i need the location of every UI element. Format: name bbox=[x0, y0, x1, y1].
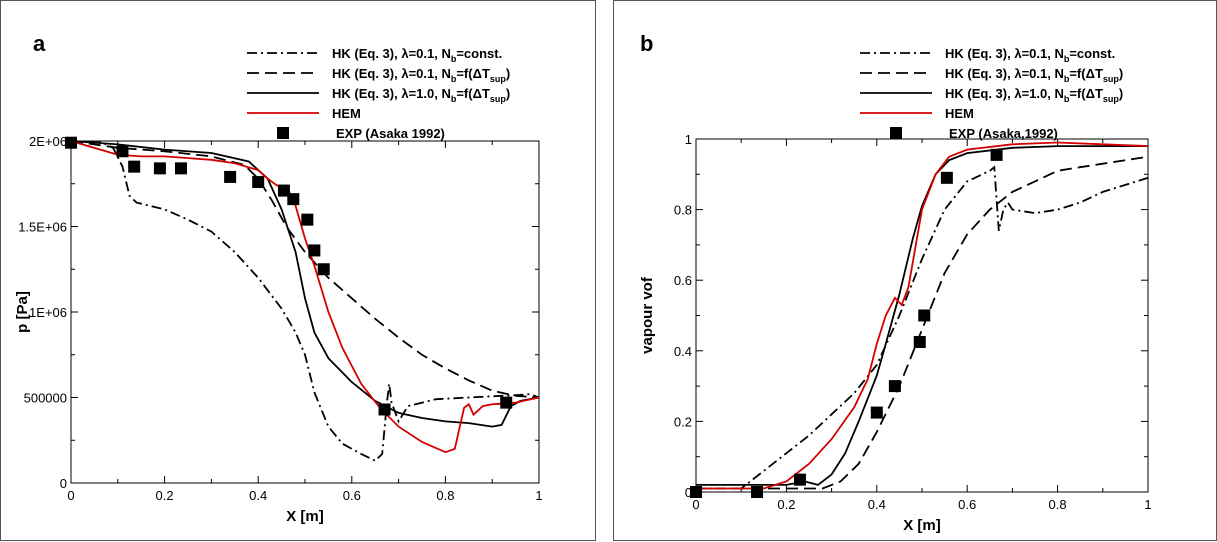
y-tick-label: 1.5E+06 bbox=[18, 220, 67, 235]
x-tick-label: 0.2 bbox=[777, 497, 795, 512]
exp-data-point bbox=[870, 406, 883, 419]
exp-data-point bbox=[888, 380, 901, 393]
x-tick-label: 0.4 bbox=[868, 497, 886, 512]
legend-label: HK (Eq. 3), λ=1.0, Nb=f(ΔTsup) bbox=[332, 86, 510, 104]
chart-a-svg: a 0 0.2 0.4 0.6 0.8 1 0 500000 1E+06 1.5E+06 2E+06 X… bbox=[14, 31, 543, 525]
y-axis-title: p [Pa] bbox=[14, 291, 31, 333]
x-tick-label: 0.4 bbox=[249, 488, 267, 503]
y-tick-label: 0 bbox=[685, 485, 692, 500]
exp-data-point bbox=[990, 148, 1003, 161]
exp-data-point bbox=[500, 396, 513, 409]
x-tick-label: 0.8 bbox=[1049, 497, 1067, 512]
exp-data-point bbox=[277, 184, 290, 197]
legend-label: HEM bbox=[945, 106, 974, 121]
y-tick-label: 1 bbox=[685, 132, 692, 147]
y-tick-label: 2E+06 bbox=[29, 134, 67, 149]
exp-data-point bbox=[793, 473, 806, 486]
series-line-2 bbox=[71, 141, 539, 399]
legend-label: HK (Eq. 3), λ=0.1, Nb=const. bbox=[332, 46, 502, 64]
y-tick-label: 0.2 bbox=[674, 414, 692, 429]
plot-frame bbox=[70, 140, 540, 484]
exp-data-point bbox=[913, 335, 926, 348]
chart-panel-a: a 0 0.2 0.4 0.6 0.8 1 0 500000 1E+06 1.5E+06 2E+06 X… bbox=[0, 0, 596, 541]
series-line-3 bbox=[71, 141, 539, 428]
legend-label: HK (Eq. 3), λ=0.1, Nb=f(ΔTsup) bbox=[332, 66, 510, 84]
legend-label: HK (Eq. 3), λ=1.0, Nb=f(ΔTsup) bbox=[945, 86, 1123, 104]
x-axis-title: X [m] bbox=[903, 517, 941, 534]
exp-data-point bbox=[378, 403, 391, 416]
y-axis-title: vapour vof bbox=[639, 276, 656, 354]
series-line-1 bbox=[71, 141, 539, 462]
chart-b-svg: b 0 0.2 0.4 0.6 0.8 1 0 0.2 0.4 0.6 0.8 1 X [m] vapour… bbox=[639, 31, 1152, 534]
exp-data-point bbox=[918, 309, 931, 322]
exp-data-point bbox=[116, 145, 129, 158]
exp-data-point bbox=[940, 171, 953, 184]
x-tick-label: 0.6 bbox=[958, 497, 976, 512]
series-line-3 bbox=[696, 145, 1148, 486]
exp-data-point bbox=[153, 162, 166, 175]
exp-data-point bbox=[287, 193, 300, 206]
legend-label: HK (Eq. 3), λ=0.1, Nb=const. bbox=[945, 46, 1115, 64]
exp-data-point bbox=[224, 170, 237, 183]
x-tick-label: 1 bbox=[535, 488, 542, 503]
x-tick-label: 0 bbox=[67, 488, 74, 503]
panel-label: b bbox=[640, 31, 653, 56]
exp-data-point bbox=[301, 213, 314, 226]
series-line-1 bbox=[696, 165, 1148, 490]
exp-data-point bbox=[317, 263, 330, 276]
exp-data-point bbox=[751, 486, 764, 498]
series-line-2 bbox=[696, 155, 1148, 490]
y-tick-label: 0.8 bbox=[674, 203, 692, 218]
legend-label: HEM bbox=[332, 106, 361, 121]
x-tick-label: 0.6 bbox=[343, 488, 361, 503]
exp-data-point bbox=[252, 176, 265, 189]
x-tick-label: 0.8 bbox=[436, 488, 454, 503]
y-tick-label: 0.6 bbox=[674, 273, 692, 288]
x-tick-label: 0.2 bbox=[156, 488, 174, 503]
legend-label: HK (Eq. 3), λ=0.1, Nb=f(ΔTsup) bbox=[945, 66, 1123, 84]
series-line-4 bbox=[696, 141, 1148, 490]
chart-panel-b: b 0 0.2 0.4 0.6 0.8 1 0 0.2 0.4 0.6 0.8 1 X [m] vapour… bbox=[613, 0, 1217, 541]
y-tick-label: 500000 bbox=[24, 391, 67, 406]
exp-data-point bbox=[308, 244, 321, 257]
panel-label: a bbox=[33, 31, 46, 56]
legend-marker bbox=[890, 127, 902, 139]
x-tick-label: 1 bbox=[1144, 497, 1151, 512]
exp-data-point bbox=[65, 136, 77, 149]
x-tick-label: 0 bbox=[692, 497, 699, 512]
exp-data-point bbox=[690, 486, 702, 498]
exp-data-point bbox=[174, 162, 187, 175]
legend-label: EXP (Asaka 1992) bbox=[336, 126, 445, 141]
series-line-4 bbox=[71, 141, 539, 454]
legend-marker bbox=[277, 127, 289, 139]
x-axis-title: X [m] bbox=[286, 508, 324, 525]
exp-data-point bbox=[128, 160, 141, 173]
y-tick-label: 0.4 bbox=[674, 344, 692, 359]
y-tick-label: 1E+06 bbox=[29, 305, 67, 320]
legend-label: EXP (Asaka,1992) bbox=[949, 126, 1058, 141]
y-tick-label: 0 bbox=[60, 476, 67, 491]
